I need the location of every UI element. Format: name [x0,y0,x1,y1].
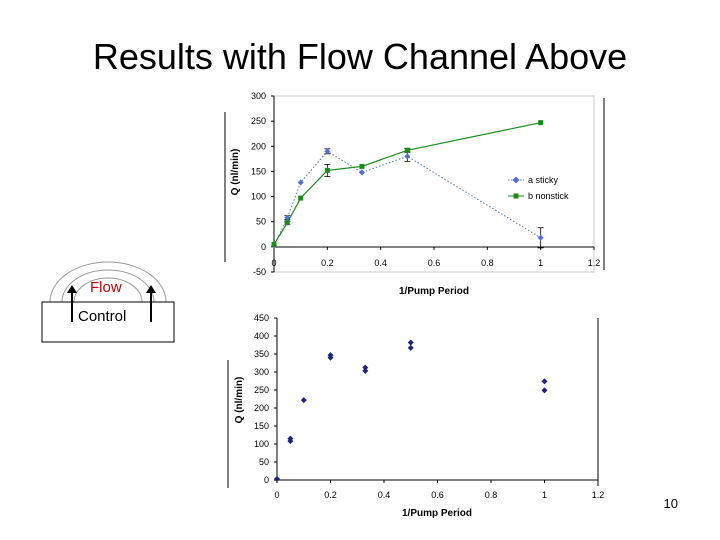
flow-label: Flow [90,279,122,296]
x-tick-label: 1.2 [588,258,601,268]
data-point [298,195,304,201]
y-tick-label: 100 [251,192,266,202]
y-tick-label: 150 [251,166,266,176]
data-point [541,387,548,394]
data-point [297,179,304,186]
x-tick-label: 0.4 [378,490,391,500]
y-tick-label: 400 [254,331,269,341]
x-tick-label: 0.2 [321,258,334,268]
chart2-x-axis-label: 1/Pump Period [402,508,472,519]
x-tick-label: 1 [538,258,543,268]
x-tick-label: 1.2 [592,490,605,500]
data-point [362,364,369,371]
control-label: Control [78,308,126,325]
chart1-legend: a sticky b nonstick [508,175,569,201]
x-tick-label: 0.8 [485,490,498,500]
data-point [271,241,277,247]
data-point [404,153,411,160]
x-tick-label: 0.6 [428,258,441,268]
data-point [537,234,544,241]
data-point [407,339,414,346]
x-tick-label: 1 [542,490,547,500]
chart1-y-axis-label: Q (nl/min) [230,149,241,196]
y-tick-label: 300 [251,91,266,101]
legend-sticky-marker [512,176,520,184]
data-point [324,167,330,173]
data-point [284,220,290,226]
data-point [538,120,544,126]
right-arrow-head-icon [146,285,156,293]
data-point [324,148,331,155]
slide-title: Results with Flow Channel Above [92,36,628,77]
chart-pump-period-flow: 0 50 100 150 200 250 300 350 400 450 0 0.2 0.4 0.6 0.… [227,313,605,519]
chart2-y-axis-label: Q (nl/min) [234,377,245,424]
data-point [407,344,414,351]
legend-sticky-label: a sticky [528,175,559,185]
left-arrow-head-icon [67,285,77,293]
data-point [300,397,307,404]
x-tick-label: 0.6 [431,490,444,500]
legend-nonstick-marker [513,193,519,199]
x-tick-label: 0.4 [374,258,387,268]
x-tick-label: 0 [271,258,276,268]
y-tick-label: 0 [261,242,266,252]
data-point [359,163,365,169]
series-line-1 [273,122,541,245]
data-point [541,378,548,385]
legend-nonstick-label: b nonstick [528,191,569,201]
data-point [359,169,365,176]
y-tick-label: 250 [254,385,269,395]
flow-arc-outer [49,261,167,303]
data-point [362,367,369,374]
series-line-0 [273,150,541,246]
data-point [274,475,280,482]
y-tick-label: 0 [264,475,269,485]
flow-arc-inner [73,277,143,303]
flow-channel-diagram: Flow Control [41,261,175,343]
y-tick-label: 50 [259,457,269,467]
y-tick-label: 50 [256,217,266,227]
data-point [404,147,410,153]
data-point [327,352,334,359]
y-tick-label: -50 [253,267,266,277]
y-tick-label: 200 [254,403,269,413]
y-tick-label: 100 [254,439,269,449]
y-tick-label: 300 [254,367,269,377]
chart1-x-axis-label: 1/Pump Period [399,286,469,297]
x-tick-label: 0.8 [481,258,494,268]
y-tick-label: 200 [251,141,266,151]
y-tick-label: 450 [254,313,269,323]
y-tick-label: 350 [254,349,269,359]
x-tick-label: 0.2 [324,490,337,500]
y-tick-label: 250 [251,116,266,126]
y-tick-label: 150 [254,421,269,431]
x-tick-label: 0 [274,490,279,500]
page-number: 10 [663,496,678,511]
data-point [287,435,294,442]
